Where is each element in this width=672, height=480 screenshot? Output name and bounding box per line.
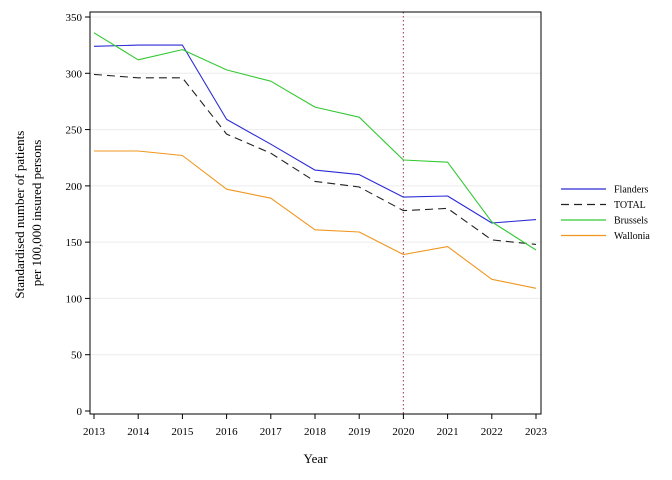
plot-frame [89, 11, 542, 415]
y-tick-label: 200 [66, 181, 83, 193]
series-line-brussels [93, 32, 537, 251]
y-tick-label: 50 [71, 350, 83, 362]
x-tick-label: 2018 [304, 426, 327, 438]
y-axis-title-line-2: per 100,000 insured persons [29, 140, 44, 287]
y-tick-label: 350 [66, 12, 83, 24]
legend-label-flanders: Flanders [614, 185, 649, 196]
x-tick-label: 2016 [216, 426, 239, 438]
x-tick-label: 2023 [525, 426, 548, 438]
y-axis-title: Standardised number of patients per 100,… [12, 127, 44, 298]
legend-label-total: TOTAL [614, 200, 646, 211]
y-tick-label: 250 [66, 125, 83, 137]
x-tick-label: 2022 [481, 426, 503, 438]
x-tick-label: 2021 [437, 426, 459, 438]
legend-label-brussels: Brussels [614, 216, 648, 227]
gridlines [90, 16, 541, 356]
y-axis-ticks: 0 50 100 150 200 250 300 350 [66, 12, 90, 418]
x-tick-label: 2017 [260, 426, 283, 438]
legend: Flanders TOTAL Brussels Wallonia [561, 185, 650, 242]
x-tick-label: 2013 [83, 426, 106, 438]
x-tick-label: 2015 [171, 426, 194, 438]
y-tick-label: 0 [77, 406, 83, 418]
legend-label-wallonia: Wallonia [614, 231, 650, 242]
series-line-wallonia [94, 150, 537, 289]
series-lines [93, 32, 537, 289]
x-axis-title: Year [304, 451, 329, 466]
y-axis-title-line-1: Standardised number of patients [12, 131, 27, 299]
series-line-flanders [93, 44, 537, 224]
x-tick-label: 2019 [348, 426, 371, 438]
y-tick-label: 300 [66, 68, 83, 80]
y-tick-label: 150 [66, 237, 83, 249]
series-line-total [93, 73, 537, 245]
x-tick-label: 2014 [127, 426, 150, 438]
x-axis-ticks: 2013 2014 2015 2016 2017 2018 2019 2020 2021 2022… [83, 414, 548, 438]
x-tick-label: 2020 [392, 426, 415, 438]
y-tick-label: 100 [66, 293, 83, 305]
